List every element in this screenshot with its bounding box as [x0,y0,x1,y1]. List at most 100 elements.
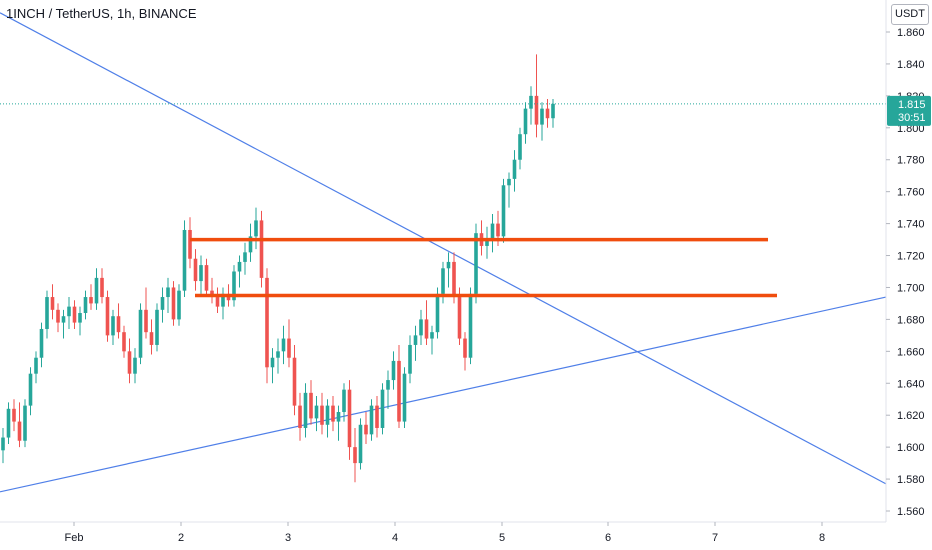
candle-body [89,297,93,304]
candle-body [331,405,335,422]
candle-body [551,103,555,119]
candle-body [78,313,82,323]
candle-body [490,223,495,240]
price-tick-label: 1.860 [897,27,925,39]
candle-body [512,159,517,179]
candle-body [353,447,357,464]
candle [94,268,99,310]
candle-body [413,335,418,345]
candle [375,396,379,438]
candle [83,290,88,320]
candle-body [204,265,209,291]
candle [419,309,423,345]
candle [353,427,357,483]
candle [243,242,247,275]
candle-body [67,306,71,317]
support-resistance-lines[interactable] [190,237,777,298]
candle-body [534,95,539,125]
candle-body [496,223,500,237]
last-price-badge-bg [887,95,931,126]
candle [265,268,269,384]
candle-body [23,405,27,441]
candle [155,303,159,352]
candle-body [116,316,121,333]
candle-body [100,277,104,298]
candle-body [166,287,170,298]
candle-body [463,338,467,358]
candle [276,338,280,374]
price-tick-label: 1.640 [897,378,925,390]
candle [342,383,346,422]
candle-body [518,134,522,160]
candle [292,344,297,416]
symbol-title[interactable]: 1INCH / TetherUS, 1h, BINANCE [6,6,197,21]
time-tick-label: 3 [285,532,291,544]
candle-body [292,357,297,406]
candle [358,418,363,470]
currency-button[interactable]: USDT [891,4,929,25]
candle [171,281,176,326]
candle [490,214,495,253]
candle-body [397,360,401,422]
candle-body [435,293,440,333]
candle [56,303,60,333]
price-tick-label: 1.760 [897,187,925,199]
candle [430,325,434,355]
bar-countdown: 30:51 [898,112,926,124]
candle [518,127,522,170]
candle-body [347,389,352,448]
time-tick-label: Feb [65,532,84,544]
price-tick-label: 1.700 [897,282,925,294]
candle-body [160,297,165,310]
candle-body [56,309,60,323]
candle-body [336,412,341,422]
candle-body [364,424,368,435]
last-price-badge: 1.815 30:51 [887,95,931,126]
candle-body [342,389,346,413]
candle [160,287,165,323]
candle-body [386,380,390,390]
time-tick-label: 7 [712,532,718,544]
candle [402,367,407,428]
candle [232,265,236,307]
descending-trendline[interactable] [0,12,887,485]
ascending-trendline[interactable] [0,296,887,493]
candle [210,277,214,304]
candle [12,399,16,432]
candle-body [133,357,137,374]
candle-body [545,108,550,119]
candle [507,172,511,208]
time-axis[interactable]: Feb 2 3 4 5 6 7 8 [0,521,886,544]
candle-body [50,297,55,310]
candle [39,322,44,368]
candle [468,287,473,365]
candle-body [248,236,253,253]
drawing-tools[interactable] [0,12,887,493]
candle [89,284,93,310]
candle [67,297,71,329]
price-axis[interactable]: 1.8601.8401.8201.8001.7801.7601.7401.720… [885,0,925,522]
candle-body [72,306,77,323]
price-tick-label: 1.720 [897,251,925,263]
candle [512,150,517,192]
candle [413,325,418,361]
candle [364,412,368,444]
candle-body [155,309,159,345]
candle-body [325,405,330,425]
candle [149,319,154,355]
candle-body [221,293,225,307]
candle-body [358,424,363,464]
candle-body [6,408,11,438]
candle [50,284,55,320]
candle-body [529,95,533,109]
candle-body [122,332,126,352]
candle [270,348,275,384]
candle [100,268,104,304]
candle-body [457,297,462,339]
candle [254,207,258,250]
candle [6,402,11,444]
candle-body [380,389,385,428]
candle [540,102,544,141]
candle-body [83,297,88,314]
